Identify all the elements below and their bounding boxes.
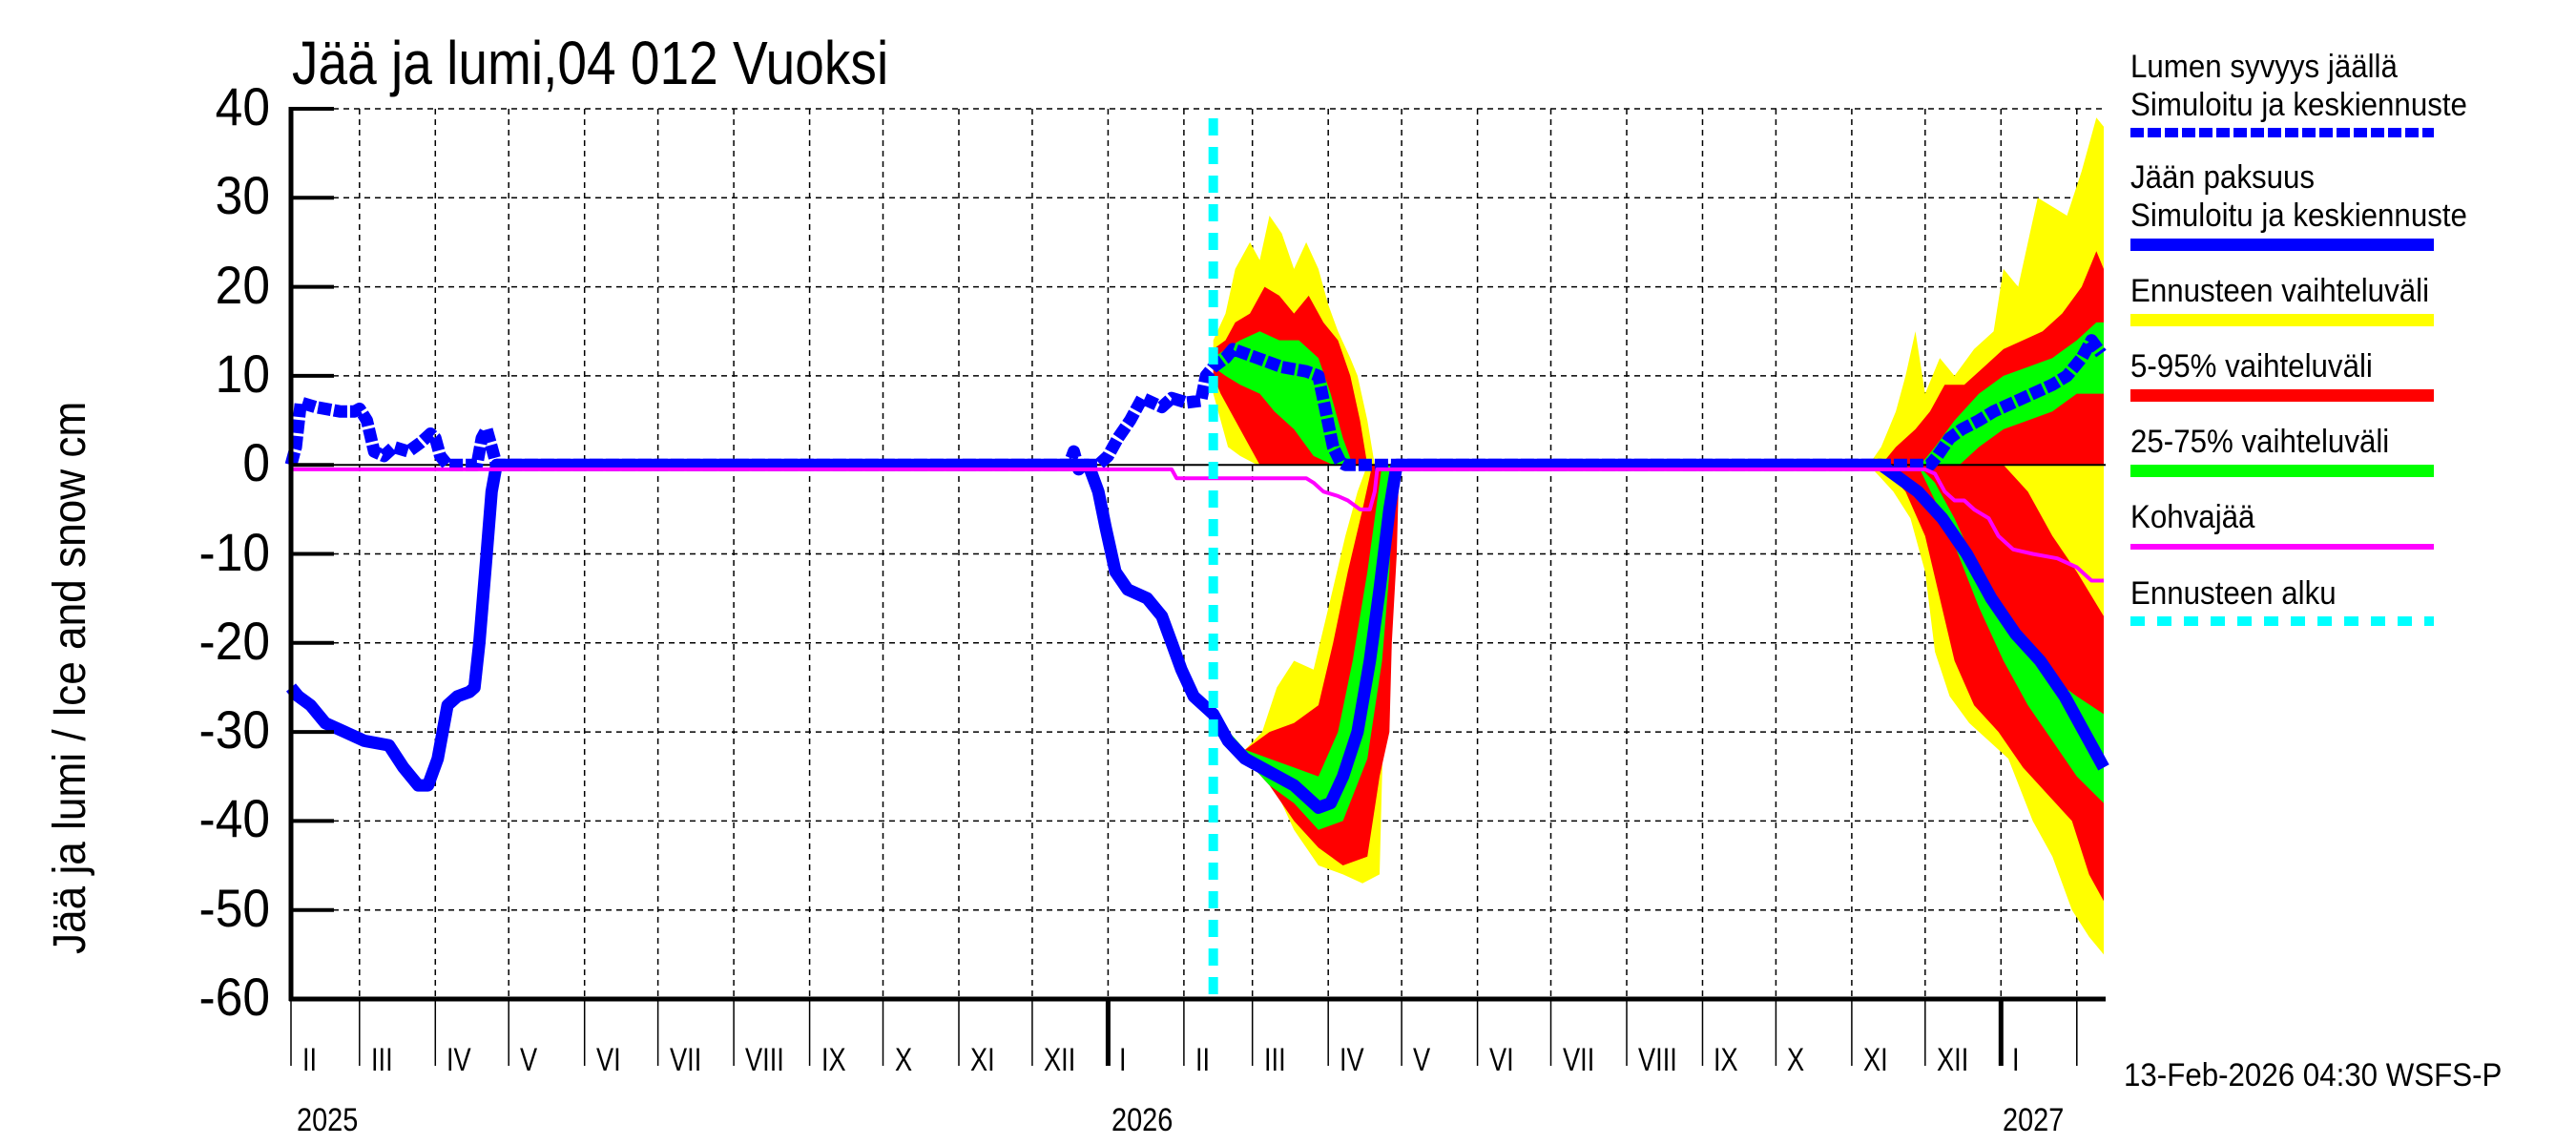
x-month-label: VI [595, 1042, 621, 1078]
series-line [284, 334, 2107, 476]
x-month-label: VII [669, 1042, 701, 1078]
green-swatch-icon [2130, 465, 2434, 477]
legend-item-25-75: 25-75% vaihteluväli [2130, 423, 2569, 477]
x-month-label: IV [447, 1042, 471, 1078]
y-tick-label: 0 [242, 432, 270, 493]
legend-label: Ennusteen alku [2130, 575, 2337, 612]
x-month-label: I [2012, 1042, 2020, 1078]
series-line [285, 458, 2109, 814]
forecast-band [1213, 331, 1353, 466]
magenta-swatch-icon [2130, 544, 2434, 550]
x-year-label: 2026 [1111, 1102, 1174, 1138]
x-year-label: 2027 [2003, 1102, 2065, 1138]
x-month-label: IV [1340, 1042, 1364, 1078]
chart-legend: Lumen syvyys jäällä Simuloitu ja keskien… [2130, 48, 2569, 647]
x-month-label: XI [1862, 1042, 1888, 1078]
solid-blue-swatch-icon [2130, 239, 2434, 251]
forecast-bands [1213, 117, 2104, 955]
x-month-label: VII [1562, 1042, 1594, 1078]
x-month-label: V [1413, 1042, 1431, 1078]
legend-label: 25-75% vaihteluväli [2130, 424, 2390, 460]
x-month-label: XII [1043, 1042, 1076, 1078]
y-tick-label: -10 [198, 521, 270, 582]
y-tick-label: 10 [215, 343, 270, 404]
legend-label: Kohvajää [2130, 499, 2255, 535]
x-month-label: II [302, 1042, 318, 1078]
legend-label: Simuloitu ja keskiennuste [2130, 198, 2467, 234]
data-lines [284, 334, 2109, 814]
x-month-label: IX [821, 1042, 846, 1078]
legend-label: Ennusteen vaihteluväli [2130, 273, 2430, 309]
x-month-label: VI [1488, 1042, 1514, 1078]
x-month-label: XI [970, 1042, 995, 1078]
legend-label: Simuloitu ja keskiennuste [2130, 87, 2467, 123]
legend-item-5-95: 5-95% vaihteluväli [2130, 347, 2569, 402]
x-month-label: II [1195, 1042, 1211, 1078]
x-month-label: VIII [745, 1042, 784, 1078]
chart-grid [291, 108, 2106, 999]
y-tick-label: -60 [198, 967, 270, 1027]
x-month-label: III [1263, 1042, 1286, 1078]
x-month-label: X [894, 1042, 912, 1078]
legend-item-snow-depth: Lumen syvyys jäällä Simuloitu ja keskien… [2130, 48, 2569, 137]
x-month-label: I [1119, 1042, 1127, 1078]
legend-item-ice-thickness: Jään paksuus Simuloitu ja keskiennuste [2130, 158, 2569, 251]
x-month-label: V [520, 1042, 538, 1078]
x-month-label: III [370, 1042, 393, 1078]
y-tick-label: 20 [215, 254, 270, 315]
legend-item-kohvajaa: Kohvajää [2130, 498, 2569, 550]
timestamp: 13-Feb-2026 04:30 WSFS-P [2124, 1057, 2503, 1093]
forecast-band [1880, 465, 2104, 902]
y-tick-label: 40 [215, 76, 270, 136]
red-swatch-icon [2130, 389, 2434, 402]
y-tick-label: 30 [215, 165, 270, 226]
x-month-label: XII [1936, 1042, 1969, 1078]
legend-label: 5-95% vaihteluväli [2130, 348, 2373, 385]
legend-item-forecast-range: Ennusteen vaihteluväli [2130, 272, 2569, 326]
series-line [291, 467, 2104, 583]
legend-item-forecast-start: Ennusteen alku [2130, 574, 2569, 626]
x-month-label: VIII [1638, 1042, 1677, 1078]
legend-label: Lumen syvyys jäällä [2130, 49, 2398, 85]
y-tick-label: -30 [198, 699, 270, 760]
chart-axes [288, 107, 2106, 1066]
dotted-cyan-swatch-icon [2130, 616, 2434, 626]
legend-label: Jään paksuus [2130, 159, 2316, 196]
yellow-swatch-icon [2130, 314, 2434, 326]
x-year-label: 2025 [297, 1102, 359, 1138]
x-month-label: IX [1714, 1042, 1739, 1078]
y-axis-label: Jää ja lumi / Ice and snow cm [45, 401, 95, 954]
y-tick-label: -20 [198, 610, 270, 671]
y-tick-label: -40 [198, 788, 270, 849]
dashed-blue-swatch-icon [2130, 128, 2434, 137]
y-tick-label: -50 [198, 877, 270, 938]
chart-title: Jää ja lumi,04 012 Vuoksi [292, 29, 889, 97]
x-month-label: X [1787, 1042, 1805, 1078]
